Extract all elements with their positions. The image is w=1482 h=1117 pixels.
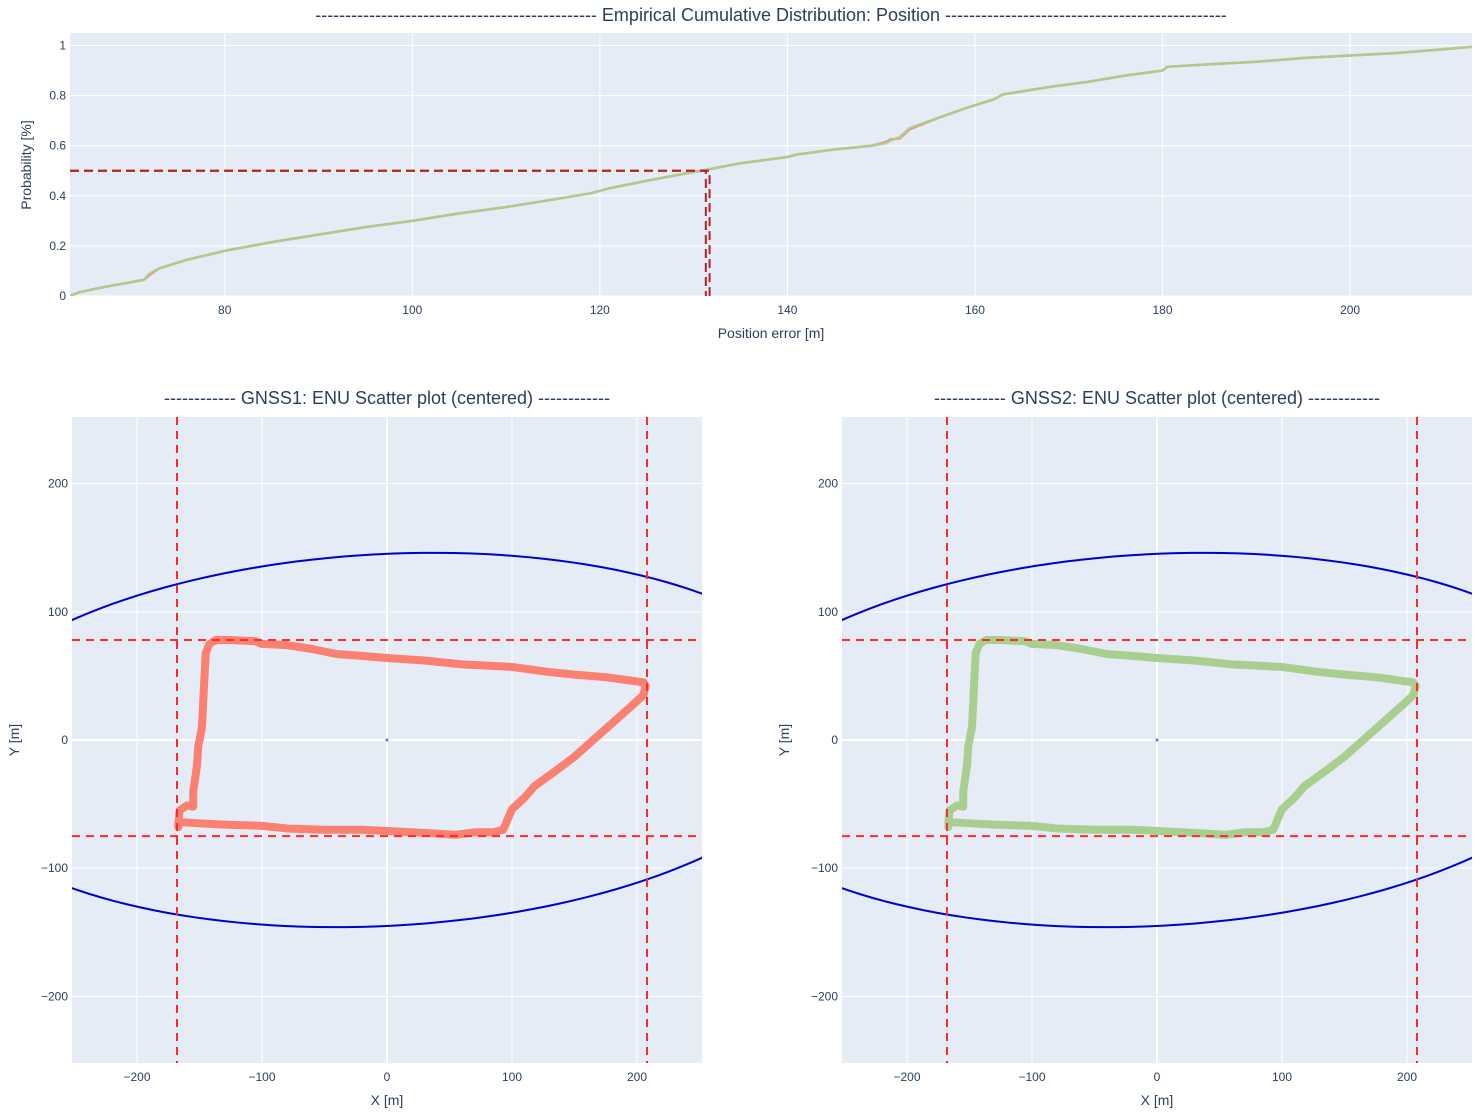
ecdf-series	[70, 45, 1472, 296]
median-reference-line	[70, 169, 711, 296]
ecdf-tick-labels: 80 100 120 140 160 180 200 0 0.2 0.4 0.6 0.8 1	[49, 39, 1360, 317]
y-tick-label: 200	[818, 477, 838, 491]
center-point	[1155, 738, 1159, 742]
x-tick-label: −100	[1018, 1070, 1045, 1084]
error-ellipse	[72, 551, 702, 929]
x-tick-label: 80	[218, 303, 232, 317]
x-tick-label: 200	[1397, 1070, 1417, 1084]
center-point	[385, 738, 389, 742]
y-tick-label: 0.6	[49, 139, 66, 153]
x-tick-label: 100	[1272, 1070, 1292, 1084]
position-track	[174, 636, 650, 839]
y-tick-label: −100	[811, 861, 838, 875]
ecdf-plot-area	[70, 33, 1472, 296]
x-tick-label: 120	[590, 303, 610, 317]
x-tick-label: 160	[965, 303, 985, 317]
y-tick-label: 100	[818, 605, 838, 619]
gnss1-marks	[72, 417, 702, 1063]
ecdf-x-axis-label: Position error [m]	[718, 325, 825, 341]
ecdf-series-line	[70, 45, 1472, 296]
x-tick-label: 200	[1340, 303, 1360, 317]
gnss1-x-axis-label: X [m]	[371, 1092, 404, 1108]
gnss2-x-axis-label: X [m]	[1141, 1092, 1174, 1108]
y-tick-label: −200	[811, 989, 838, 1003]
error-ellipse	[842, 551, 1472, 929]
y-tick-label: 1	[59, 39, 66, 53]
y-tick-label: 200	[48, 477, 68, 491]
gnss2-marks	[842, 417, 1472, 1063]
ecdf-gridlines	[70, 33, 1472, 297]
x-tick-label: −200	[123, 1070, 150, 1084]
x-tick-label: 0	[384, 1070, 391, 1084]
x-tick-label: 0	[1154, 1070, 1161, 1084]
x-tick-label: 100	[402, 303, 422, 317]
x-tick-label: 200	[627, 1070, 647, 1084]
y-tick-label: 0	[59, 289, 66, 303]
y-tick-label: −200	[41, 989, 68, 1003]
x-tick-label: −200	[893, 1070, 920, 1084]
x-tick-label: 140	[777, 303, 797, 317]
gnss1-tick-labels: −200 −100 0 100 200 −200 −100 0 100 200	[41, 477, 647, 1084]
ecdf-title: ----------------------------------------…	[315, 5, 1227, 25]
y-tick-label: −100	[41, 861, 68, 875]
gnss1-scatter-chart: −200 −100 0 100 200 −200 −100 0 100 200 ---------…	[6, 388, 702, 1108]
y-tick-label: 0	[831, 733, 838, 747]
x-tick-label: 180	[1153, 303, 1173, 317]
y-tick-label: 0.8	[49, 89, 66, 103]
gnss2-y-axis-label: Y [m]	[776, 724, 792, 756]
x-tick-label: 100	[502, 1070, 522, 1084]
ecdf-chart: 80 100 120 140 160 180 200 0 0.2 0.4 0.6 0.8 1 -----…	[18, 5, 1472, 341]
y-tick-label: 0.2	[49, 239, 66, 253]
gnss1-title: ------------ GNSS1: ENU Scatter plot (ce…	[164, 388, 610, 408]
gnss2-tick-labels: −200 −100 0 100 200 −200 −100 0 100 200	[811, 477, 1417, 1084]
ecdf-y-axis-label: Probability [%]	[18, 120, 34, 209]
position-track	[944, 636, 1420, 839]
y-tick-label: 100	[48, 605, 68, 619]
gnss2-title: ------------ GNSS2: ENU Scatter plot (ce…	[934, 388, 1380, 408]
x-tick-label: −100	[248, 1070, 275, 1084]
gnss2-scatter-chart: −200 −100 0 100 200 −200 −100 0 100 200 ---------…	[776, 388, 1472, 1108]
gnss1-y-axis-label: Y [m]	[6, 724, 22, 756]
y-tick-label: 0.4	[49, 189, 66, 203]
y-tick-label: 0	[61, 733, 68, 747]
